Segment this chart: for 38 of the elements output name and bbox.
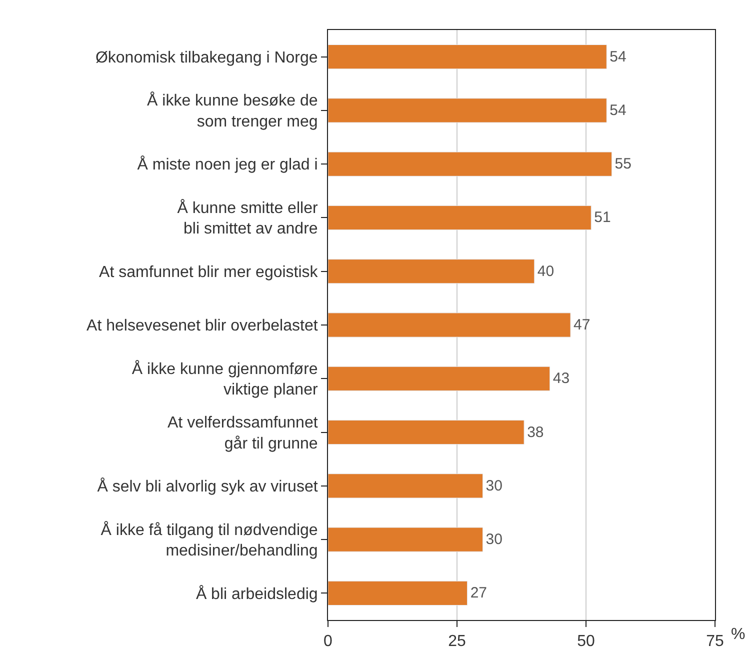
data-label: 27 — [470, 584, 488, 602]
x-tick-label: 75 — [706, 633, 724, 650]
y-tick-label: Å kunne smitte eller bli smittet av andre — [177, 198, 318, 238]
bar — [328, 44, 607, 70]
bar — [328, 259, 535, 284]
y-tick-label: Å ikke kunne besøke de som trenger meg — [147, 92, 318, 130]
bar — [328, 420, 524, 445]
data-label: 30 — [486, 477, 502, 494]
bar — [328, 205, 592, 230]
bar — [328, 312, 571, 338]
bar — [328, 474, 484, 498]
y-tick-label: At helsevesenet blir overbelastet — [86, 318, 318, 335]
y-tick-label: Å selv bli alvorlig syk av viruset — [97, 478, 318, 496]
data-label: 40 — [537, 262, 554, 280]
y-tick-label: Økonomisk tilbakegang i Norge — [95, 49, 318, 66]
data-label: 47 — [574, 316, 590, 334]
y-tick-label: Å ikke få tilgang til nødvendige medisiner/behandling — [100, 520, 318, 560]
bar — [328, 366, 550, 391]
data-label: 54 — [610, 48, 626, 66]
x-tick-label: 50 — [577, 633, 595, 650]
bar — [328, 580, 468, 606]
data-label: 55 — [614, 156, 632, 173]
x-tick-label: 0 — [324, 633, 333, 650]
bar — [328, 152, 612, 176]
bar — [328, 527, 484, 552]
y-tick-label: At velferdssamfunnet går til grunne — [168, 414, 318, 452]
data-label: 51 — [594, 209, 611, 226]
y-tick-label: Å miste noen jeg er glad i — [137, 156, 318, 174]
data-label: 30 — [486, 531, 502, 548]
data-label: 54 — [610, 102, 626, 119]
x-axis-title: % — [731, 626, 746, 643]
data-label: 38 — [527, 424, 544, 441]
y-tick-label: Å ikke kunne gjennomføre viktige planer — [132, 360, 318, 399]
data-label: 43 — [552, 370, 570, 388]
y-tick-label: Å bli arbeidsledig — [196, 584, 318, 603]
y-tick-label: At samfunnet blir mer egoistisk — [99, 264, 319, 281]
x-tick-label: 25 — [448, 633, 466, 650]
bar — [328, 98, 607, 123]
